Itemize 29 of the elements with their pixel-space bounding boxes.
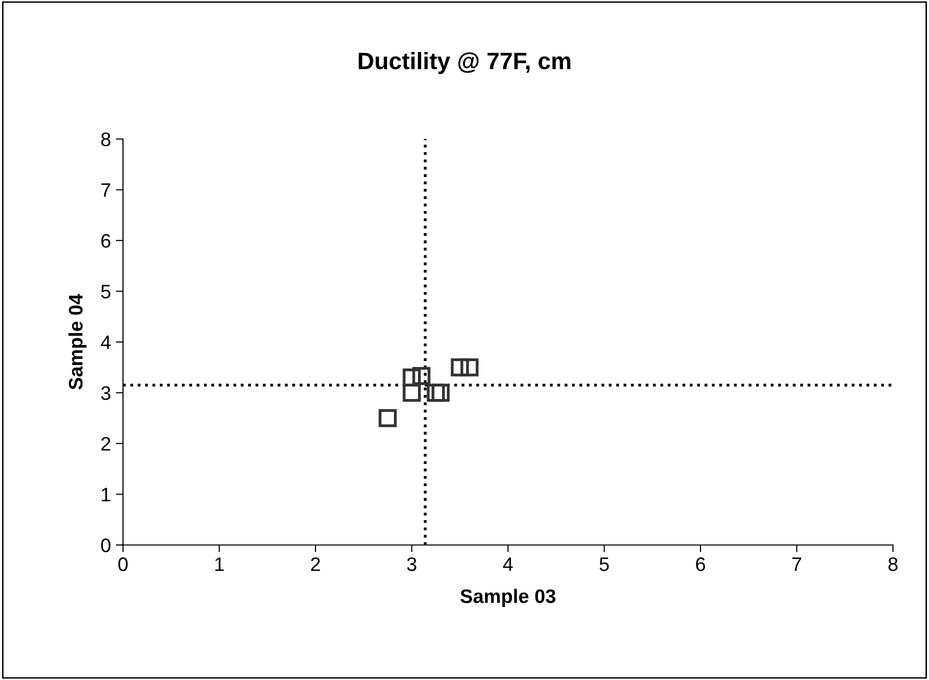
x-tick-label: 2: [311, 557, 320, 571]
x-tick-label: 0: [118, 557, 128, 572]
point: [426, 384, 445, 402]
y-tick-label: 0: [101, 538, 110, 552]
y-tick-label: 1: [102, 488, 110, 502]
y-tick-label: 8: [101, 132, 110, 146]
point: [378, 409, 397, 428]
point: [450, 358, 469, 376]
point: [432, 384, 450, 402]
y-tick-label: 3: [101, 386, 110, 400]
x-axis-title: Sample 03: [460, 588, 556, 607]
y-tick-label: 6: [101, 234, 110, 248]
point: [460, 358, 479, 376]
y-tick-label: 2: [101, 436, 110, 451]
y-axis-title: Sample 04: [68, 294, 86, 390]
x-tick-label: 5: [600, 558, 609, 572]
point: [402, 384, 421, 402]
y-tick-label: 5: [101, 284, 110, 298]
chart-title: Ductility @ 77F, cm: [358, 52, 570, 74]
x-tick-label: 3: [407, 557, 416, 572]
x-tick-label: 1: [215, 558, 224, 571]
y-tick-label: 7: [101, 183, 110, 197]
x-tick-label: 8: [888, 557, 898, 572]
x-tick-label: 4: [503, 558, 513, 571]
x-tick-label: 7: [792, 558, 802, 571]
point: [402, 368, 421, 387]
y-tick-label: 4: [100, 336, 111, 350]
point: [412, 366, 430, 386]
x-tick-label: 6: [696, 557, 706, 572]
